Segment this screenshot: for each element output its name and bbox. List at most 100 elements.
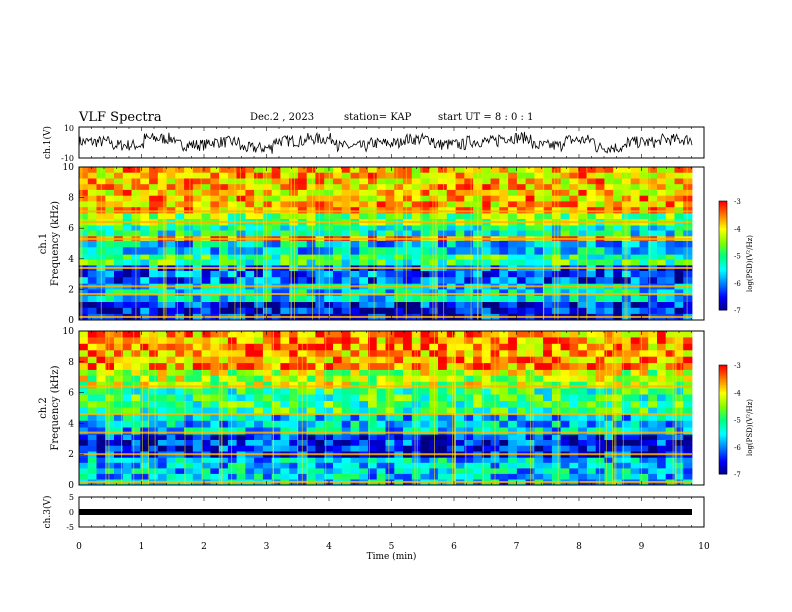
ch2-spectrogram-cell [394,375,404,383]
ch2-spectrogram-cell [210,369,220,377]
ch2-spectrogram-cell [210,473,220,480]
ch1-spectrogram-cell [245,271,255,278]
ch2-spectrogram-cell [613,468,623,475]
ch2-spectrogram-colorbar-tick: -4 [734,389,741,397]
ch2-spectrogram-cell [262,337,273,345]
ch1-spectrogram-cell [657,184,667,191]
ch1-spectrogram-cell [534,247,544,255]
ch1-spectrogram-cell [595,184,605,191]
ch1-spectrogram-cell [149,247,159,255]
ch2-spectrogram-cell [87,381,97,389]
ch2-spectrogram-cell [560,343,570,351]
ch2-spectrogram-cell [420,420,430,428]
ch1-spectrogram-cell [122,271,132,278]
ch1-spectrogram-cell [245,259,255,266]
ch2-spectrogram-cell [446,462,456,469]
ch2-spectrogram-cell [411,363,421,370]
ch1-spectrogram-cell [455,184,465,191]
ch2-spectrogram-cell [604,401,614,408]
ch1-spectrogram-cell [604,195,614,202]
ch2-spectrogram-cell [648,401,658,408]
ch1-spectrogram-cell [376,254,386,260]
ch2-spectrogram-cell [376,440,386,447]
ch2-spectrogram-cell [604,427,614,435]
ch2-spectrogram-cell [595,434,605,441]
ch2-spectrogram-cell [385,468,395,475]
ch2-spectrogram-cell [236,401,246,408]
ch1-spectrogram-cell [639,167,649,174]
ch2-spectrogram-cell [359,331,369,338]
ch1-spectrogram-colorbar-cell [719,255,727,258]
ch2-spectrogram-cell [657,356,667,364]
ch1-spectrogram-cell [306,189,316,196]
ch1-spectrogram-cell [516,189,527,196]
ch1-spectrogram-cell [534,212,544,220]
ch2-spectrogram-cell [166,375,176,383]
ch2-spectrogram-cell [227,369,238,377]
ch2-spectrogram-cell [604,363,614,370]
ch1-spectrogram-cell [420,201,430,208]
ch1-spectrogram-cell [192,240,202,248]
ch1-spectrogram-cell [289,178,299,185]
ch1-spectrogram-cell [403,212,413,220]
ch2-spectrogram-cell [394,407,404,415]
ch2-spectrogram-cell [657,434,667,441]
ch2-spectrogram-cell [333,468,343,475]
ch2-spectrogram-cell [411,445,421,452]
ch2-spectrogram-cell [359,363,369,370]
ch2-spectrogram-cell [551,343,562,351]
ch2-spectrogram-cell [184,407,194,415]
ch2-spectrogram-cell [630,457,640,464]
ch2-spectrogram-cell [184,394,194,402]
ch1-spectrogram-cell [499,301,509,309]
ch2-spectrogram-cell [499,394,509,402]
ch1-spectrogram-cell [175,271,185,278]
ch2-spectrogram-cell [122,462,132,469]
ch1-spectrogram-cell [166,254,176,260]
ch1-waveform-line [78,131,693,154]
ch1-spectrogram-cell [236,289,246,296]
ch1-spectrogram-cell [175,247,185,255]
ch1-spectrogram-cell [376,295,386,302]
ch1-spectrogram-colorbar-cell [719,222,727,226]
ch2-spectrogram-cell [534,473,544,480]
ch2-spectrogram-colorbar-cell [719,388,727,391]
ch1-spectrogram-cell [359,195,369,202]
ch2-spectrogram-cell [665,369,675,377]
ch2-spectrogram-cell [543,407,553,415]
ch1-spectrogram-cell [368,307,378,315]
ch1-spectrogram-cell [490,240,500,248]
ch1-spectrogram-cell [306,254,316,260]
ch2-spectrogram-cell [227,350,238,358]
ch2-spectrogram-cell [227,363,238,370]
ch1-spectrogram-cell [455,271,465,278]
ch1-spectrogram-burst [626,167,628,320]
ch2-spectrogram-cell [280,420,290,428]
ch2-spectrogram-cell [219,388,229,395]
ch2-spectrogram-cell [359,401,369,408]
ch1-spectrogram-cell [516,212,527,220]
ch1-spectrogram-cell [201,189,211,196]
ch2-spectrogram-cell [604,375,614,383]
ch2-spectrogram-cell [271,473,281,480]
ch1-spectrogram-colorbar-cell [719,277,727,280]
ch1-spectrogram-cell [630,225,640,231]
ch2-spectrogram-cell [262,457,273,464]
ch2-spectrogram-cell [569,434,579,441]
ch2-spectrogram-cell [621,434,632,441]
ch1-spectrogram-cell [683,195,693,202]
ch1-spectrogram-cell [394,271,404,278]
ch2-spectrogram-cell [473,462,483,469]
ch1-spectrogram-cell [490,247,500,255]
ch2-spectrogram-cell [166,434,176,441]
ch1-spectrogram-cell [175,307,185,315]
ch2-spectrogram-cell [499,414,509,422]
ch1-spectrogram-cell [586,271,597,278]
ch2-spectrogram-cell [87,462,97,469]
ch1-spectrogram-cell [560,201,570,208]
ch1-spectrogram-cell [341,225,351,231]
ch2-spectrogram-cell [210,445,220,452]
ch1-spectrogram-cell [481,301,491,309]
ch2-spectrogram-colorbar-cell [719,432,727,435]
ch2-spectrogram-cell [657,337,667,345]
